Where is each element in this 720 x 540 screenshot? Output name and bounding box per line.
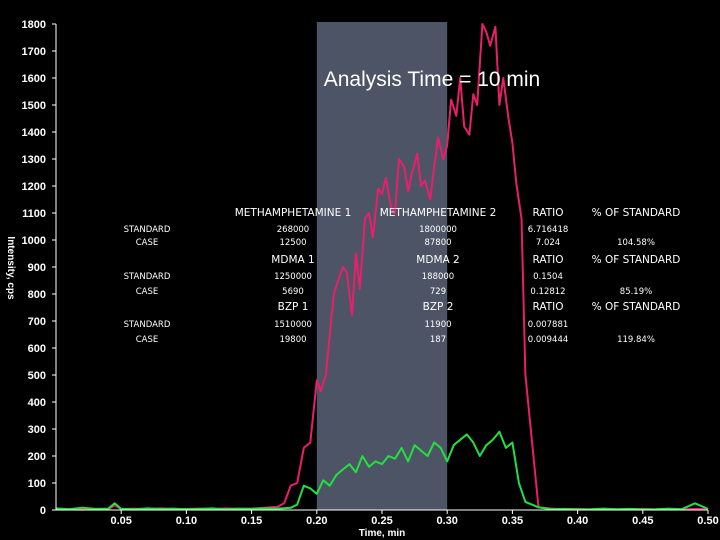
table-header-cell: METHAMPHETAMINE 1 [235, 207, 352, 219]
y-tick-label: 800 [28, 289, 46, 301]
y-tick-label: 1600 [22, 73, 46, 85]
table-cell: 0.12812 [530, 287, 565, 297]
x-tick-label: 0.15 [241, 515, 262, 527]
y-tick-label: 1400 [22, 127, 46, 139]
table-header-cell: BZP 2 [423, 301, 454, 313]
y-axis-ticks: 0 100 200 300 400 500 600 700 800 900 1000 1100 1200… [22, 19, 56, 517]
y-tick-label: 1300 [22, 154, 46, 166]
y-tick-label: 1700 [22, 46, 46, 58]
y-tick-label: 0 [40, 505, 46, 517]
series-layer [55, 23, 709, 511]
table-cell: 1800000 [419, 225, 457, 235]
x-tick-label: 0.45 [632, 515, 653, 527]
table-header-cell: BZP 1 [278, 301, 309, 313]
table-cell: 1250000 [274, 272, 312, 282]
table-header-cell: METHAMPHETAMINE 2 [380, 207, 497, 219]
table-row-label: CASE [136, 335, 159, 345]
y-tick-label: 700 [28, 316, 46, 328]
table-header-cell: % OF STANDARD [592, 254, 681, 266]
y-axis-title: Intensity, cps [5, 236, 16, 300]
table-cell: 0.007881 [528, 320, 569, 330]
table-cell: 11900 [424, 320, 451, 330]
x-tick-label: 0.25 [371, 515, 392, 527]
table-cell: 187 [430, 335, 446, 345]
x-tick-label: 0.20 [306, 515, 327, 527]
x-tick-label: 0.05 [110, 515, 131, 527]
x-tick-label: 0.35 [502, 515, 523, 527]
table-cell: 268000 [277, 225, 309, 235]
x-tick-label: 0.30 [436, 515, 457, 527]
table-header-cell: % OF STANDARD [592, 207, 681, 219]
series-line-green [55, 430, 709, 511]
y-tick-label: 300 [28, 424, 46, 436]
table-cell: 104.58% [617, 238, 655, 248]
table-header-cell: % OF STANDARD [592, 301, 681, 313]
x-axis-title: Time, min [359, 528, 406, 539]
analysis-window-highlight [316, 22, 448, 510]
table-row-label: STANDARD [124, 225, 171, 235]
y-tick-label: 1000 [22, 235, 46, 247]
x-axis-ticks: 0.05 0.10 0.15 0.20 0.25 0.30 0.35 0.40 0.45 0.50 [110, 510, 719, 527]
table-cell: 19800 [279, 335, 306, 345]
y-tick-label: 200 [28, 451, 46, 463]
table-cell: 1510000 [274, 320, 312, 330]
y-tick-label: 1500 [22, 100, 46, 112]
table-cell: 729 [430, 287, 446, 297]
table-cell: 0.1504 [533, 272, 563, 282]
x-tick-label: 0.50 [697, 515, 718, 527]
table-cell: 0.009444 [528, 335, 569, 345]
y-tick-label: 500 [28, 370, 46, 382]
y-tick-label: 900 [28, 262, 46, 274]
table-cell: 119.84% [617, 335, 655, 345]
table-cell: 5690 [282, 287, 304, 297]
table-cell: 87800 [424, 238, 451, 248]
table-cell: 85.19% [620, 287, 652, 297]
y-tick-label: 1100 [22, 208, 46, 220]
table-header-cell: RATIO [532, 254, 563, 266]
x-tick-label: 0.10 [176, 515, 197, 527]
table-row-label: STANDARD [124, 320, 171, 330]
table-cell: 12500 [279, 238, 306, 248]
table-row-label: STANDARD [124, 272, 171, 282]
x-tick-label: 0.40 [567, 515, 588, 527]
table-row-label: CASE [136, 238, 159, 248]
chart-title: Analysis Time = 10 min [324, 68, 541, 91]
y-tick-label: 1800 [22, 19, 46, 31]
table-cell: 7.024 [536, 238, 560, 248]
y-tick-label: 600 [28, 343, 46, 355]
table-header-cell: RATIO [532, 207, 563, 219]
results-table: METHAMPHETAMINE 1 METHAMPHETAMINE 2 RATIO%… [124, 207, 681, 345]
y-tick-label: 100 [28, 478, 46, 490]
table-row-label: CASE [136, 287, 159, 297]
table-cell: 6.716418 [528, 225, 569, 235]
table-header-cell: MDMA 1 [271, 254, 314, 266]
y-tick-label: 1200 [22, 181, 46, 193]
table-header-cell: RATIO [532, 301, 563, 313]
table-cell: 188000 [422, 272, 454, 282]
table-header-cell: MDMA 2 [416, 254, 459, 266]
y-tick-label: 400 [28, 397, 46, 409]
